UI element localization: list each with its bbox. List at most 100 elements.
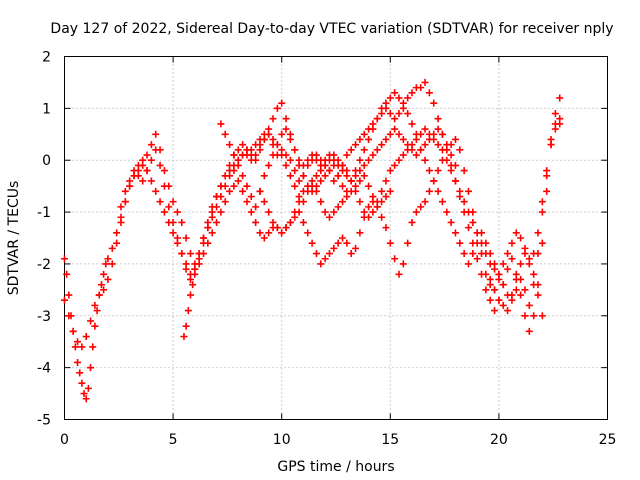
data-point <box>295 198 303 206</box>
data-point <box>482 286 490 294</box>
data-point <box>417 130 425 138</box>
data-point <box>464 187 472 195</box>
data-point <box>343 193 351 201</box>
data-point <box>369 120 377 128</box>
data-point <box>169 218 177 226</box>
y-tick-label: -5 <box>37 413 51 429</box>
data-point <box>234 177 242 185</box>
data-point <box>365 135 373 143</box>
data-point <box>208 229 216 237</box>
data-point <box>508 239 516 247</box>
data-point <box>286 172 294 180</box>
data-point <box>217 120 225 128</box>
data-point <box>100 286 108 294</box>
data-point <box>69 327 77 335</box>
data-point <box>460 250 468 258</box>
data-point <box>239 141 247 149</box>
data-point <box>443 141 451 149</box>
data-point <box>226 187 234 195</box>
data-point <box>369 208 377 216</box>
data-point <box>378 110 386 118</box>
plot-frame <box>64 56 608 420</box>
data-point <box>447 218 455 226</box>
data-point <box>339 161 347 169</box>
data-point <box>417 146 425 154</box>
data-point <box>434 167 442 175</box>
data-point <box>102 260 110 268</box>
data-point <box>525 327 533 335</box>
data-point <box>230 167 238 175</box>
data-point <box>356 167 364 175</box>
series-track-g <box>486 250 546 320</box>
data-point <box>147 156 155 164</box>
data-point <box>491 286 499 294</box>
data-point <box>412 208 420 216</box>
data-point <box>291 182 299 190</box>
data-point <box>117 203 125 211</box>
data-point <box>169 229 177 237</box>
data-point <box>252 218 260 226</box>
data-point <box>382 177 390 185</box>
data-point <box>356 229 364 237</box>
data-point <box>330 208 338 216</box>
data-point <box>260 234 268 242</box>
data-point <box>321 161 329 169</box>
data-point <box>226 161 234 169</box>
data-point <box>265 208 273 216</box>
data-point <box>438 130 446 138</box>
data-point <box>339 234 347 242</box>
data-point <box>334 172 342 180</box>
data-point <box>217 193 225 201</box>
data-point <box>61 255 68 263</box>
data-point <box>191 270 199 278</box>
data-point <box>391 89 399 97</box>
data-point <box>121 187 129 195</box>
data-point <box>386 110 394 118</box>
data-point <box>382 224 390 232</box>
data-point <box>347 146 355 154</box>
data-point <box>282 115 290 123</box>
data-point <box>365 156 373 164</box>
data-point <box>265 229 273 237</box>
data-point <box>538 198 546 206</box>
data-point <box>325 167 333 175</box>
data-point <box>247 208 255 216</box>
data-point <box>221 130 229 138</box>
data-point <box>234 156 242 164</box>
data-point <box>521 312 529 320</box>
data-point <box>352 172 360 180</box>
data-point <box>464 224 472 232</box>
data-point <box>186 275 194 283</box>
data-point <box>113 239 121 247</box>
data-point <box>391 161 399 169</box>
data-point <box>243 146 251 154</box>
data-point <box>508 255 516 263</box>
data-point <box>395 270 403 278</box>
data-point <box>425 187 433 195</box>
data-point <box>534 291 542 299</box>
data-point <box>486 275 494 283</box>
data-point <box>512 286 520 294</box>
data-point <box>456 239 464 247</box>
data-point <box>404 141 412 149</box>
data-point <box>391 125 399 133</box>
data-point <box>386 130 394 138</box>
data-point <box>369 198 377 206</box>
data-point <box>530 312 538 320</box>
data-point <box>321 255 329 263</box>
data-point <box>247 151 255 159</box>
x-tick-labels: 0 5 10 15 20 25 <box>60 432 616 448</box>
data-point <box>221 182 229 190</box>
data-point <box>278 99 286 107</box>
data-point <box>382 135 390 143</box>
data-point <box>356 198 364 206</box>
data-point <box>343 167 351 175</box>
data-point <box>330 244 338 252</box>
x-tick-label: 10 <box>273 432 291 448</box>
data-point <box>486 260 494 268</box>
series-track-b <box>61 104 564 351</box>
data-point <box>365 182 373 190</box>
data-point <box>139 177 147 185</box>
data-point <box>278 130 286 138</box>
